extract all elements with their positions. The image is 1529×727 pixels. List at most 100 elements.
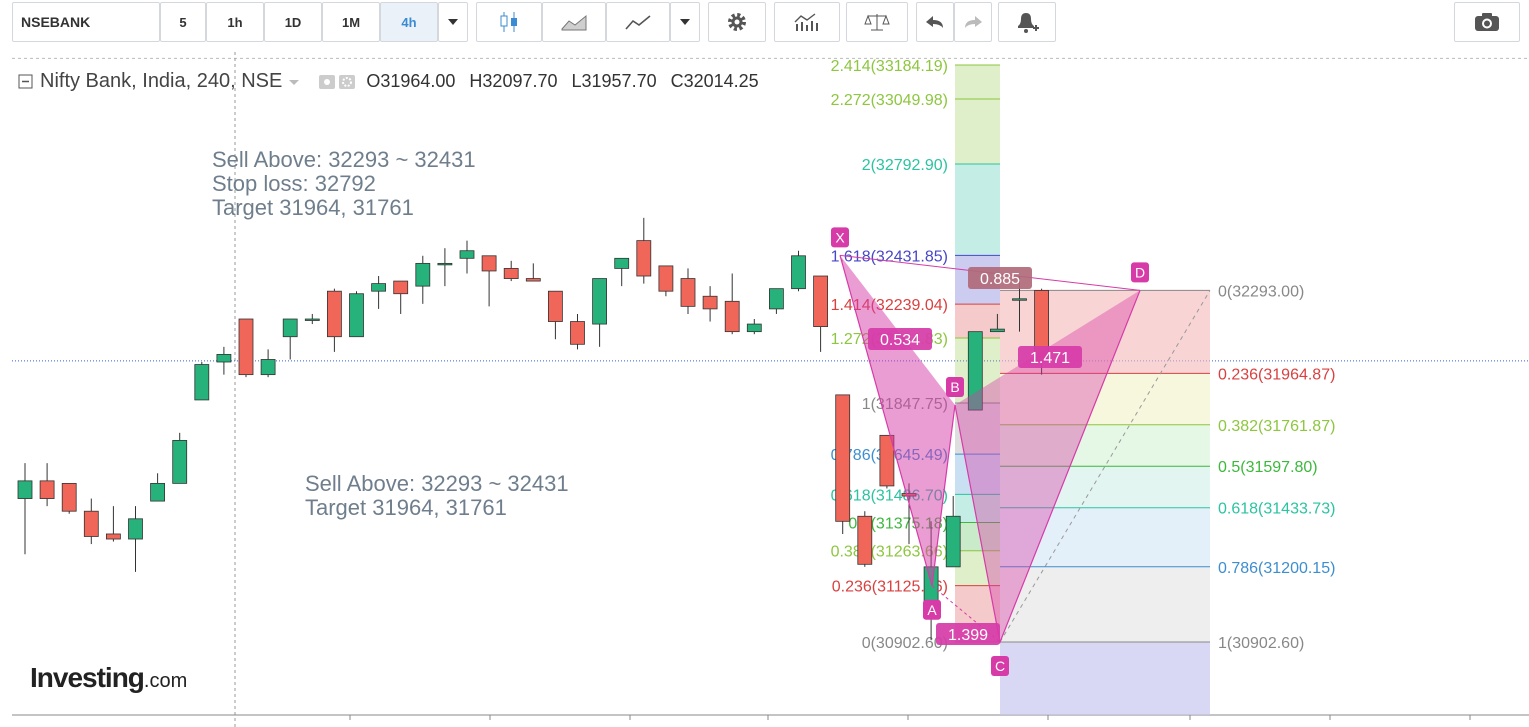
candle-body [349, 293, 364, 338]
interval-dropdown-button[interactable] [438, 2, 468, 42]
candle-body [990, 328, 1005, 333]
pattern-point-label: C [995, 658, 1005, 674]
symbol-button[interactable]: NSEBANK [12, 2, 160, 42]
candle-body [260, 359, 276, 376]
fib-left-band [955, 164, 1000, 256]
style-dropdown-button[interactable] [670, 2, 700, 42]
fib-left-label: 0(30902.60) [862, 635, 948, 652]
fib-left-band [955, 522, 1000, 551]
visibility-settings-icon[interactable] [318, 72, 358, 92]
interval-1d-button[interactable]: 1D [264, 2, 322, 42]
chevron-down-icon [680, 19, 690, 25]
fib-right-band [1000, 507, 1210, 567]
fib-left-label: 2.414(33184.19) [831, 58, 948, 75]
redo-icon [965, 16, 982, 28]
pattern-point-badge [923, 599, 941, 620]
pattern-point-label: X [835, 229, 845, 245]
candle-body [437, 262, 453, 266]
fib-right-band [1000, 424, 1210, 467]
candle-body [835, 394, 851, 522]
settings-button[interactable] [708, 2, 766, 42]
chevron-down-icon[interactable] [288, 78, 300, 86]
pattern-outline [839, 255, 1141, 645]
area-chart-icon [561, 14, 587, 31]
pattern-point-badge [946, 376, 964, 397]
pattern-point-label: D [1135, 264, 1145, 280]
note-line: Sell Above: 32293 ~ 32431 [305, 471, 569, 496]
fib-right-extension [1000, 642, 1210, 715]
interval-1m-button[interactable]: 1M [322, 2, 380, 42]
candle-body [393, 280, 409, 295]
candle-body [150, 482, 166, 502]
price-chart[interactable]: 2.414(33184.19) 2.272(33049.98) 2(32792.90… [12, 52, 1529, 727]
candle-body [326, 290, 342, 338]
fib-left-band [955, 65, 1000, 99]
candle-body [17, 480, 33, 499]
screenshot-button[interactable] [1454, 2, 1520, 42]
candle-body [724, 300, 740, 333]
candle-body [415, 262, 431, 287]
fib-left-label: 1.414(32239.04) [831, 297, 948, 314]
fib-right-label: 0.382(31761.87) [1218, 418, 1335, 435]
pattern-ratio-label: 0.885 [980, 271, 1020, 288]
interval-4h-button[interactable]: 4h [380, 2, 438, 42]
area-style-button[interactable] [542, 2, 606, 42]
candle-body [702, 295, 718, 310]
candle-body [282, 318, 298, 338]
pattern-point-badge [991, 656, 1009, 677]
pattern-point-badge [831, 227, 849, 248]
line-style-button[interactable] [606, 2, 670, 42]
indicators-button[interactable] [774, 2, 840, 42]
interval-1h-label: 1h [227, 14, 243, 30]
fib-left-label: 0.236(31125.66) [832, 579, 948, 596]
interval-5-button[interactable]: 5 [160, 2, 206, 42]
candle-body [769, 288, 784, 310]
interval-1m-label: 1M [341, 14, 361, 30]
fib-right-band [1000, 373, 1210, 425]
candle-body [83, 510, 99, 537]
undo-button[interactable] [916, 2, 954, 42]
alert-button[interactable] [998, 2, 1056, 42]
bell-plus-icon [1018, 13, 1039, 33]
interval-1h-button[interactable]: 1h [206, 2, 264, 42]
fib-left-band [955, 98, 1000, 165]
trade-note-2[interactable]: Sell Above: 32293 ~ 32431 Target 31964, … [305, 472, 569, 520]
candle-body [525, 278, 541, 282]
candlestick-icon [500, 12, 517, 32]
line-chart-icon [625, 15, 651, 30]
undo-icon [926, 16, 943, 28]
candle-body [459, 250, 475, 259]
candle-body [1012, 298, 1027, 301]
chart-legend: Nifty Bank, India, 240, NSE O31964.00 H3… [18, 70, 759, 93]
candle-body [857, 515, 873, 565]
pattern-ratio-badge [868, 328, 932, 350]
fib-right-label: 0(32293.00) [1218, 283, 1304, 300]
compare-button[interactable] [846, 2, 908, 42]
indicators-icon [794, 13, 818, 31]
chart-toolbar: NSEBANK 5 1h 1D 1M 4h [0, 0, 1529, 50]
candle-body [746, 323, 762, 333]
fib-right-label: 0.786(31200.15) [1218, 560, 1335, 577]
candle-body [592, 278, 607, 325]
interval-4h-label: 4h [401, 14, 417, 30]
pattern-ratio-badge [1018, 346, 1082, 368]
candle-body [548, 290, 563, 322]
symbol-label: NSEBANK [21, 14, 91, 30]
pattern-ratio-label: 1.399 [948, 627, 988, 644]
candle-body [945, 515, 961, 568]
pattern-ratio-badge [936, 623, 1000, 645]
candle-body [39, 480, 55, 499]
fib-left-label: 1.618(32431.85) [831, 248, 948, 265]
fib-right-label: 0.5(31597.80) [1218, 459, 1318, 476]
candle-body [194, 364, 210, 401]
trade-note-1[interactable]: Sell Above: 32293 ~ 32431 Stop loss: 327… [212, 148, 476, 220]
chart-area[interactable]: 2.414(33184.19) 2.272(33049.98) 2(32792.90… [12, 52, 1529, 727]
interval-1d-label: 1D [284, 14, 302, 30]
candle-body [61, 482, 77, 512]
collapse-icon[interactable] [18, 73, 34, 91]
candle-body [503, 268, 519, 279]
redo-button[interactable] [954, 2, 992, 42]
fib-left-band [955, 454, 1000, 495]
candle-body [570, 321, 585, 345]
candles-style-button[interactable] [476, 2, 542, 42]
